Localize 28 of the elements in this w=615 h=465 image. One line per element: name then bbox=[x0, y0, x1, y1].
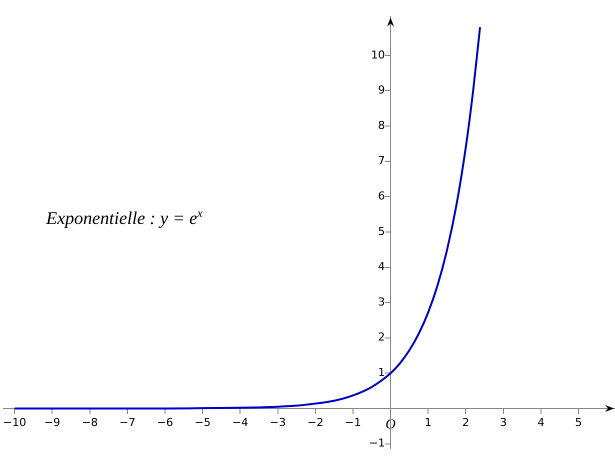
x-tick-label: 4 bbox=[537, 416, 544, 429]
x-tick-label: −9 bbox=[44, 416, 60, 429]
x-tick-label: O bbox=[385, 418, 396, 433]
y-tick-label: 10 bbox=[371, 48, 391, 62]
y-tick-label: 5 bbox=[378, 224, 391, 238]
y-tick-label: 9 bbox=[378, 84, 391, 97]
x-tick-label: 1 bbox=[424, 416, 432, 429]
x-tick-label: −7 bbox=[119, 416, 136, 429]
x-tick-label: −8 bbox=[82, 416, 98, 429]
x-tick-label: 3 bbox=[500, 416, 507, 429]
x-tick-label: −10 bbox=[3, 416, 26, 429]
x-tick-label: 5 bbox=[575, 416, 582, 429]
x-tick-label: −2 bbox=[307, 416, 324, 429]
line-series bbox=[14, 26, 482, 410]
x-tick-label: −4 bbox=[232, 416, 248, 429]
x-tick-label: −1 bbox=[344, 416, 362, 429]
y-tick-label: 4 bbox=[378, 260, 391, 274]
y-tick-label: 8 bbox=[378, 118, 391, 132]
x-tick-label: −3 bbox=[270, 416, 286, 429]
y-tick-label: 2 bbox=[378, 330, 391, 344]
x-tick-label: −6 bbox=[156, 416, 174, 429]
y-tick-label: 6 bbox=[378, 190, 391, 203]
y-tick-label: 7 bbox=[378, 154, 391, 168]
y-tick-label: −1 bbox=[368, 436, 391, 450]
y-tick-label: 3 bbox=[378, 295, 391, 308]
x-tick-label: −5 bbox=[194, 416, 211, 429]
x-tick-label: 2 bbox=[462, 416, 470, 429]
y-tick-label: 1 bbox=[378, 366, 391, 380]
